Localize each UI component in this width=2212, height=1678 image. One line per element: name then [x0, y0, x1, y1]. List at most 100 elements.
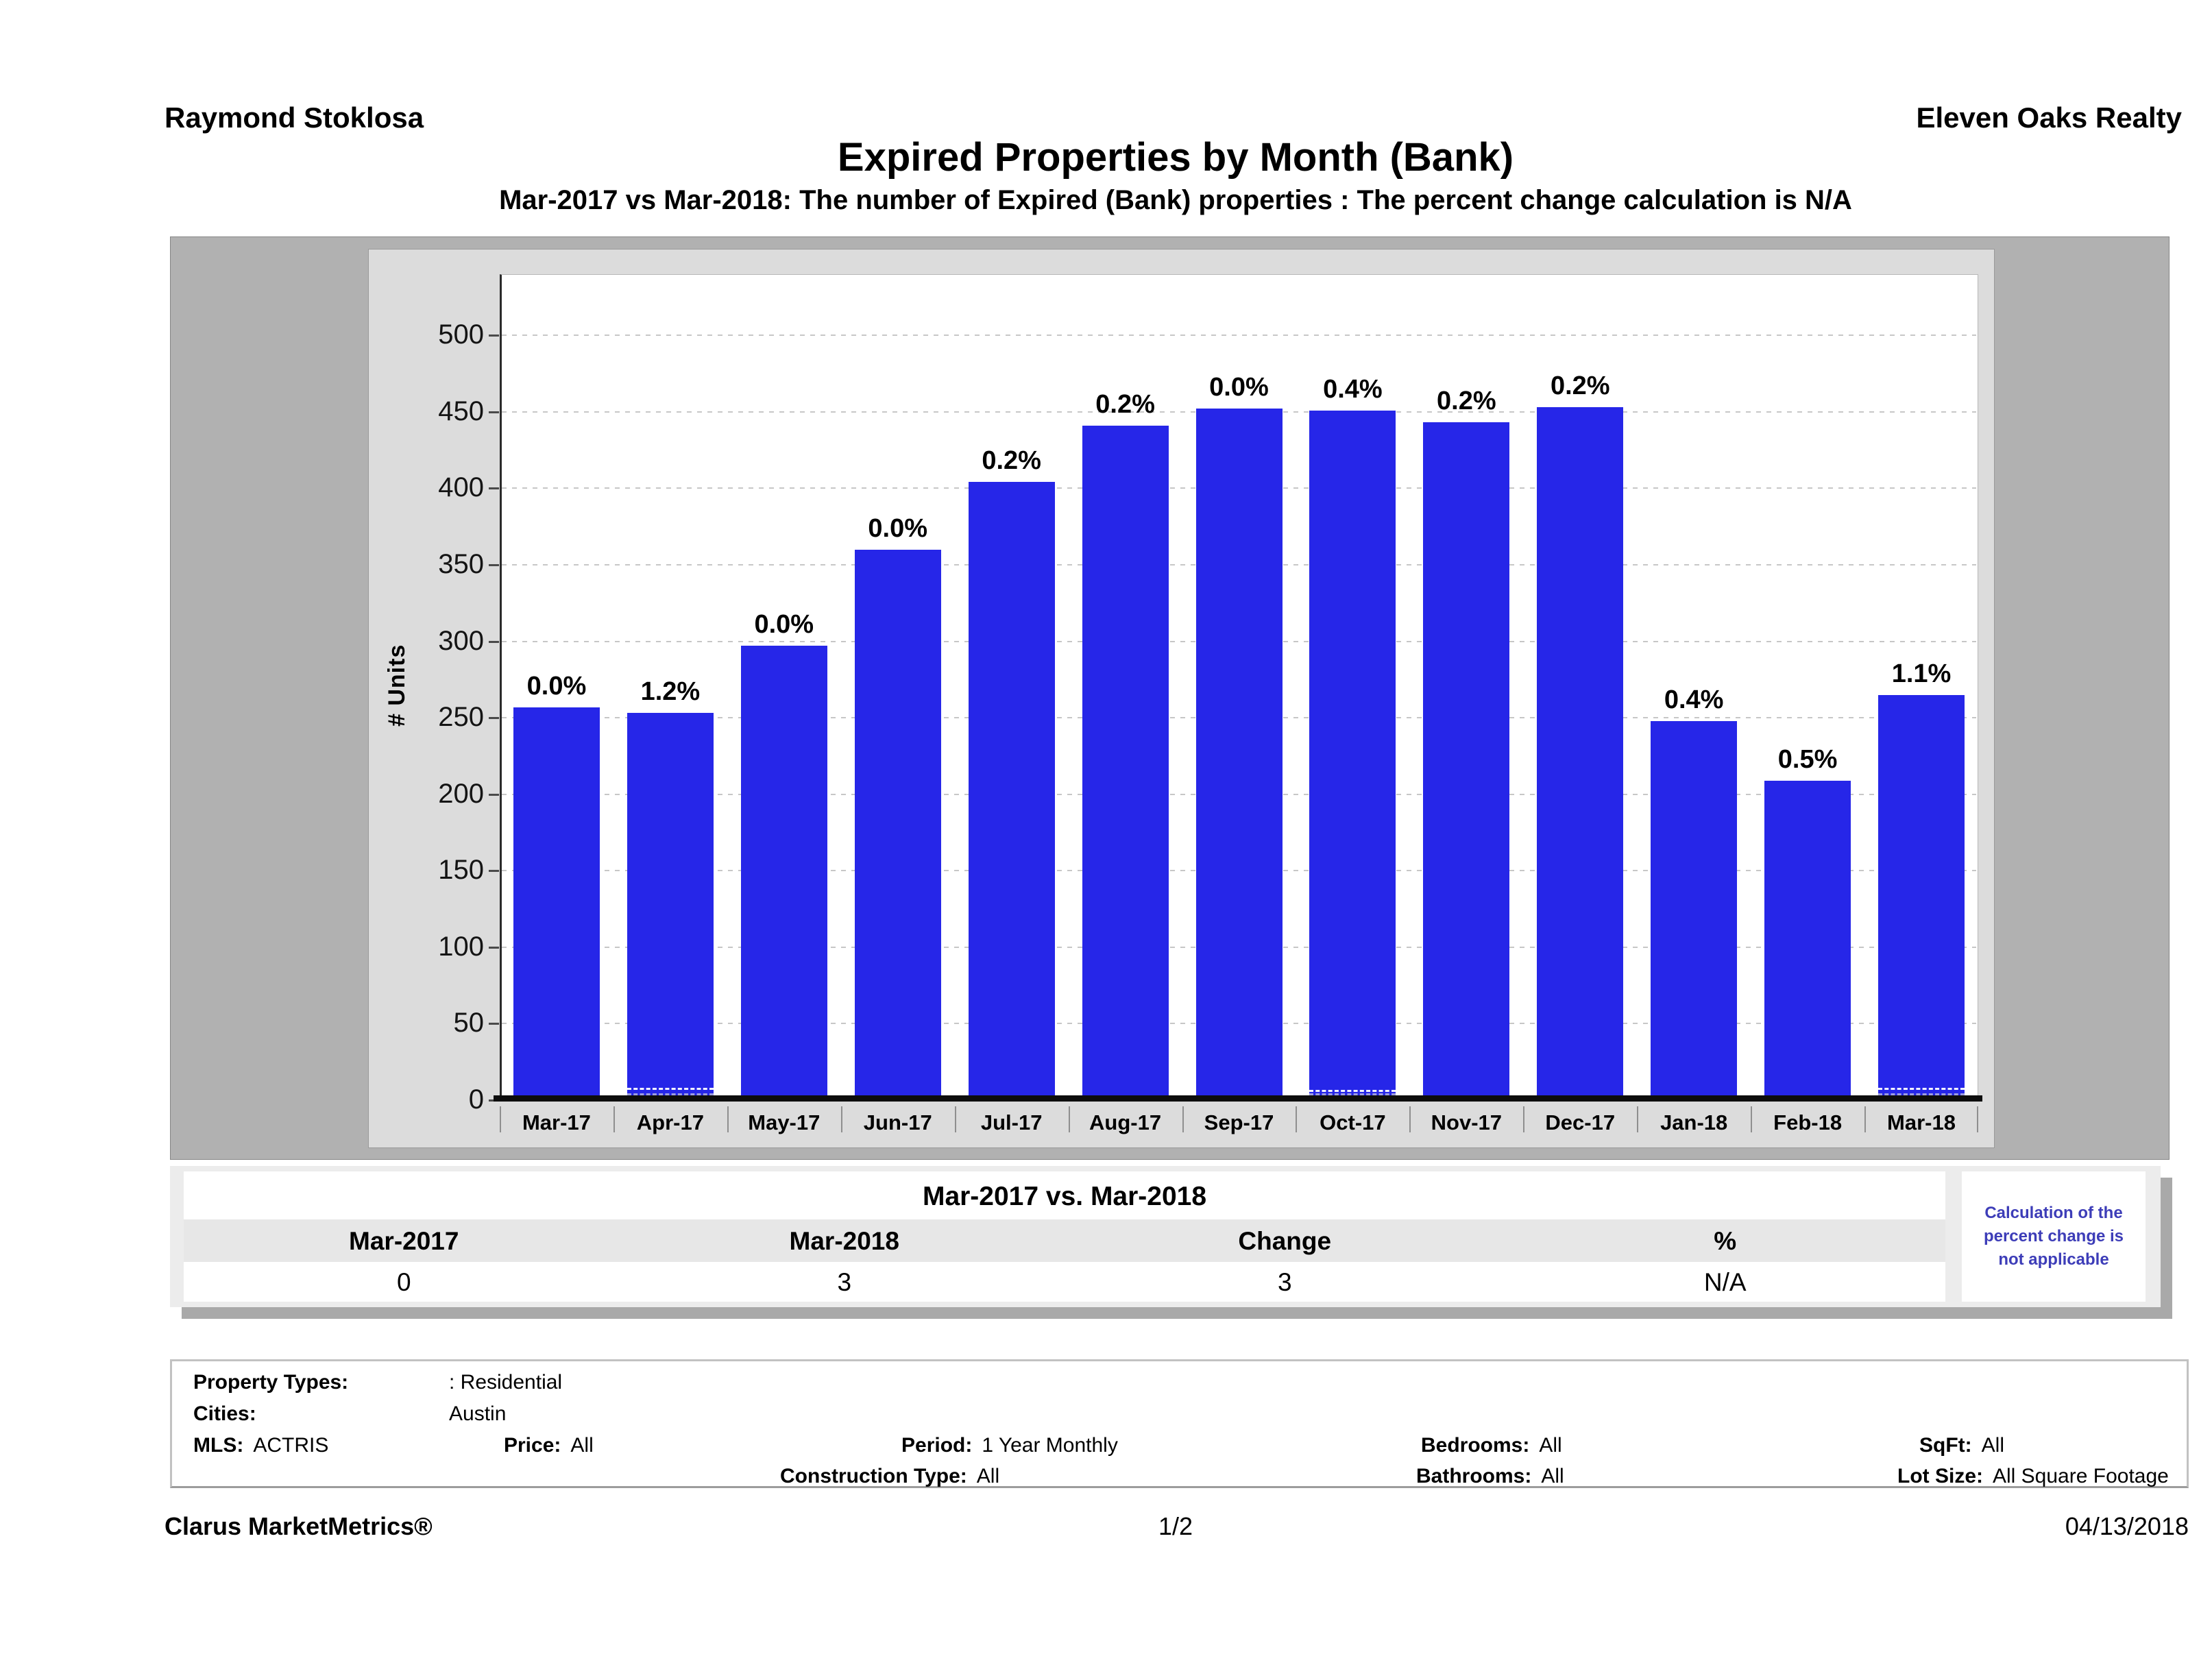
bathrooms-field: Bathrooms: All: [1416, 1465, 1564, 1487]
x-label-separator: [1182, 1106, 1184, 1132]
y-axis-tick: [489, 487, 499, 490]
bar-aug-17: [1082, 425, 1169, 1100]
bar-percent-label: 0.0%: [754, 610, 814, 640]
bar-percent-label: 0.5%: [1777, 744, 1838, 774]
x-label-separator: [500, 1106, 501, 1132]
page-title: Expired Properties by Month (Bank): [837, 135, 1514, 180]
bar-jul-17: [968, 482, 1055, 1100]
x-label-mar-17: Mar-17: [522, 1110, 591, 1134]
agent-name: Raymond Stoklosa: [165, 101, 424, 134]
y-axis-tick: [489, 946, 499, 949]
property-types-value: : Residential: [449, 1371, 563, 1394]
bedrooms-field: Bedrooms: All: [1421, 1434, 1562, 1457]
x-label-may-17: May-17: [748, 1110, 821, 1134]
x-label-aug-17: Aug-17: [1089, 1110, 1162, 1134]
bar-jan-18: [1651, 720, 1738, 1100]
y-tick-label: 350: [438, 548, 484, 579]
bank-overlay-mar-18: [1878, 1088, 1965, 1095]
x-label-oct-17: Oct-17: [1320, 1110, 1386, 1134]
bar-mar-18: [1878, 694, 1965, 1100]
bank-overlay-oct-17: [1309, 1089, 1396, 1095]
x-label-separator: [1751, 1106, 1753, 1132]
bar-jun-17: [854, 549, 941, 1100]
y-axis-tick: [489, 563, 499, 566]
y-tick-label: 50: [453, 1008, 485, 1038]
comparison-table: Mar-2017 vs. Mar-2018 Mar-2017 Mar-2018 …: [184, 1171, 1945, 1302]
footer-date: 04/13/2018: [2065, 1512, 2189, 1540]
x-label-nov-17: Nov-17: [1431, 1110, 1503, 1134]
criteria-box: [170, 1359, 2189, 1488]
x-label-jan-18: Jan-18: [1660, 1110, 1728, 1134]
cities-label: Cities:: [193, 1402, 256, 1425]
x-label-separator: [1068, 1106, 1070, 1132]
sqft-field: SqFt: All: [1919, 1434, 2004, 1457]
page-subtitle: Mar-2017 vs Mar-2018: The number of Expi…: [499, 185, 1852, 215]
y-axis-tick: [489, 717, 499, 720]
y-gridline: [502, 335, 1976, 337]
y-axis-tick: [489, 870, 499, 873]
bar-may-17: [740, 646, 827, 1100]
bar-percent-label: 0.2%: [1550, 372, 1610, 401]
x-label-dec-17: Dec-17: [1545, 1110, 1616, 1134]
period-field: Period: 1 Year Monthly: [901, 1434, 1118, 1457]
bar-oct-17: [1309, 410, 1396, 1100]
percent-change-note-box: Calculation of the percent change is not…: [1962, 1171, 2146, 1302]
bar-percent-label: 0.0%: [526, 671, 587, 701]
footer-page-number: 1/2: [1158, 1512, 1193, 1540]
x-label-separator: [1977, 1106, 1978, 1132]
footer-brand: Clarus MarketMetrics®: [165, 1512, 433, 1540]
column-header: Mar-2017: [349, 1227, 459, 1255]
x-label-apr-17: Apr-17: [636, 1110, 704, 1134]
x-label-separator: [1523, 1106, 1525, 1132]
x-axis-line: [494, 1095, 1982, 1102]
y-tick-label: 450: [438, 396, 484, 426]
bar-nov-17: [1423, 422, 1510, 1100]
x-label-feb-18: Feb-18: [1773, 1110, 1843, 1134]
y-axis-tick: [489, 411, 499, 413]
column-header: %: [1714, 1227, 1737, 1255]
table-value: N/A: [1703, 1268, 1747, 1296]
y-tick-label: 500: [438, 319, 484, 350]
comparison-table-header-row: Mar-2017 Mar-2018 Change %: [184, 1219, 1945, 1262]
y-tick-label: 100: [438, 931, 484, 962]
y-tick-label: 300: [438, 625, 484, 656]
x-label-sep-17: Sep-17: [1204, 1110, 1274, 1134]
bar-percent-label: 0.2%: [982, 446, 1041, 476]
bar-sep-17: [1195, 409, 1283, 1100]
y-axis-tick: [489, 793, 499, 796]
property-types-label: Property Types:: [193, 1371, 349, 1394]
bar-apr-17: [627, 713, 714, 1100]
bar-feb-18: [1764, 780, 1851, 1100]
x-label-separator: [727, 1106, 729, 1132]
bar-percent-label: 1.1%: [1891, 659, 1952, 688]
mls-field: MLS: ACTRIS: [193, 1434, 329, 1457]
bar-percent-label: 0.4%: [1323, 374, 1383, 404]
bar-percent-label: 0.2%: [1095, 389, 1155, 419]
y-axis-tick: [489, 335, 499, 337]
column-header: Mar-2018: [789, 1227, 899, 1255]
comparison-table-title: Mar-2017 vs. Mar-2018: [184, 1171, 1945, 1219]
bar-percent-label: 0.4%: [1664, 685, 1724, 714]
bar-percent-label: 0.0%: [868, 513, 928, 543]
bar-percent-label: 0.0%: [1209, 373, 1269, 402]
bar-percent-label: 1.2%: [640, 677, 701, 707]
x-label-separator: [1637, 1106, 1639, 1132]
y-tick-label: 0: [468, 1084, 484, 1115]
lot-size-field: Lot Size: All Square Footage: [1897, 1465, 2169, 1487]
table-value: 3: [1277, 1268, 1292, 1296]
x-label-jun-17: Jun-17: [863, 1110, 932, 1134]
x-label-jul-17: Jul-17: [980, 1110, 1043, 1134]
company-name: Eleven Oaks Realty: [1916, 101, 2182, 134]
y-tick-label: 200: [438, 778, 484, 809]
y-tick-label: 400: [438, 472, 484, 503]
bar-dec-17: [1537, 407, 1624, 1100]
price-field: Price: All: [504, 1434, 594, 1457]
bank-overlay-apr-17: [627, 1088, 714, 1095]
x-label-separator: [613, 1106, 615, 1132]
x-label-separator: [1864, 1106, 1867, 1132]
y-axis-tick: [489, 640, 499, 643]
x-label-separator: [954, 1106, 956, 1132]
x-label-mar-18: Mar-18: [1887, 1110, 1956, 1134]
bar-percent-label: 0.2%: [1437, 387, 1496, 416]
